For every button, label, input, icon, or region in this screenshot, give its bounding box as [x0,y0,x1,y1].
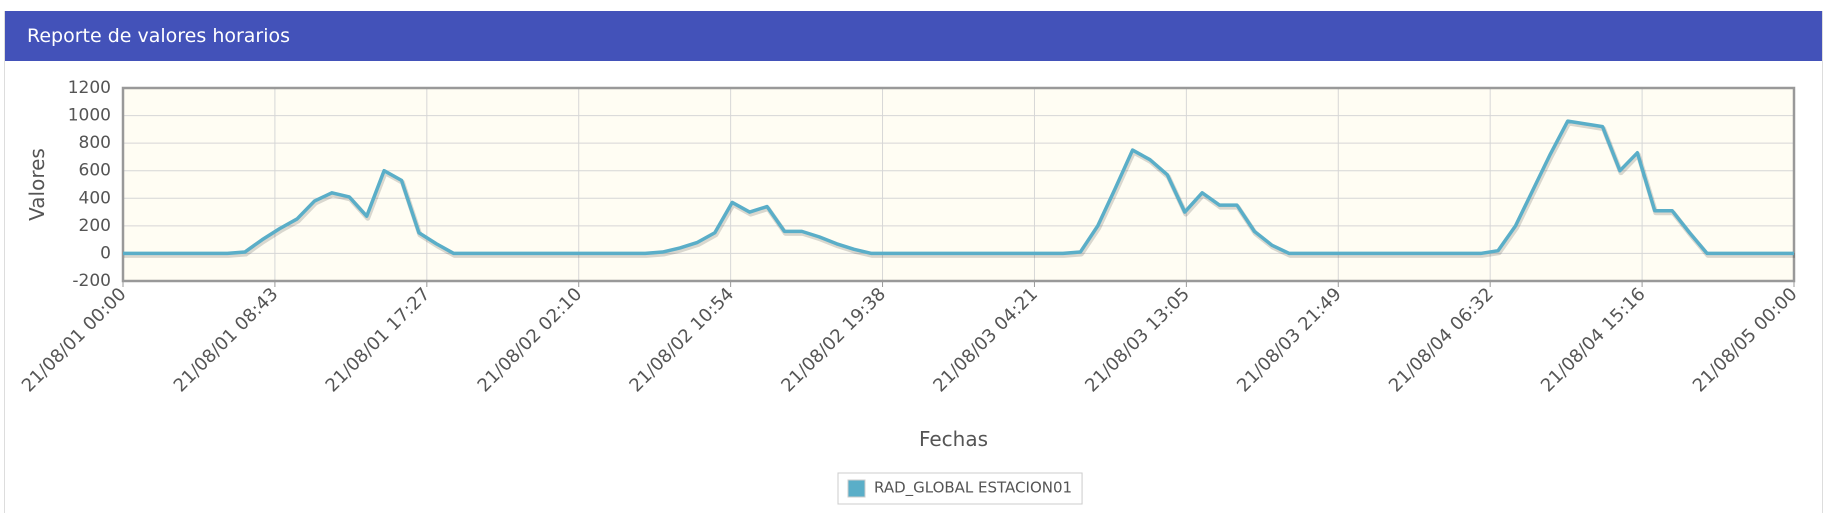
y-tick-label: 600 [79,161,111,181]
y-tick-label: 1200 [68,78,111,98]
y-tick-label: 800 [79,133,111,153]
y-tick-label: 1000 [68,106,111,126]
legend-box [837,472,1083,505]
x-tick-label: 21/08/03 04:21 [929,284,1042,397]
x-axis-label: Fechas [919,427,988,451]
y-tick-label: 200 [79,216,111,236]
y-axis-label: Valores [25,148,49,221]
x-tick-label: 21/08/03 13:05 [1081,284,1194,397]
x-tick-label: 21/08/02 19:38 [777,284,890,397]
x-tick-label: 21/08/02 10:54 [625,284,738,397]
panel-title: Reporte de valores horarios [5,11,1822,61]
line [123,119,1794,256]
y-tick-label: -200 [72,271,111,291]
y-tick-label: 0 [100,243,111,263]
legend-label: RAD_GLOBAL ESTACION01 [874,479,1072,498]
legend-item: RAD_GLOBAL ESTACION01 [837,472,1083,505]
plot-border [121,86,1796,283]
x-tick-label: 21/08/01 17:27 [322,284,435,397]
x-tick-label: 21/08/05 00:00 [1689,284,1802,397]
x-tick-label: 21/08/04 15:16 [1537,284,1650,397]
x-tick-label: 21/08/01 08:43 [170,284,283,397]
x-tick-label: 21/08/02 02:10 [474,284,587,397]
x-tick-label: 21/08/04 06:32 [1385,284,1498,397]
legend-swatch [847,479,866,498]
x-tick-label: 21/08/03 21:49 [1233,284,1346,397]
x-tick-label: 21/08/01 00:00 [18,284,131,397]
y-tick-label: 400 [79,188,111,208]
